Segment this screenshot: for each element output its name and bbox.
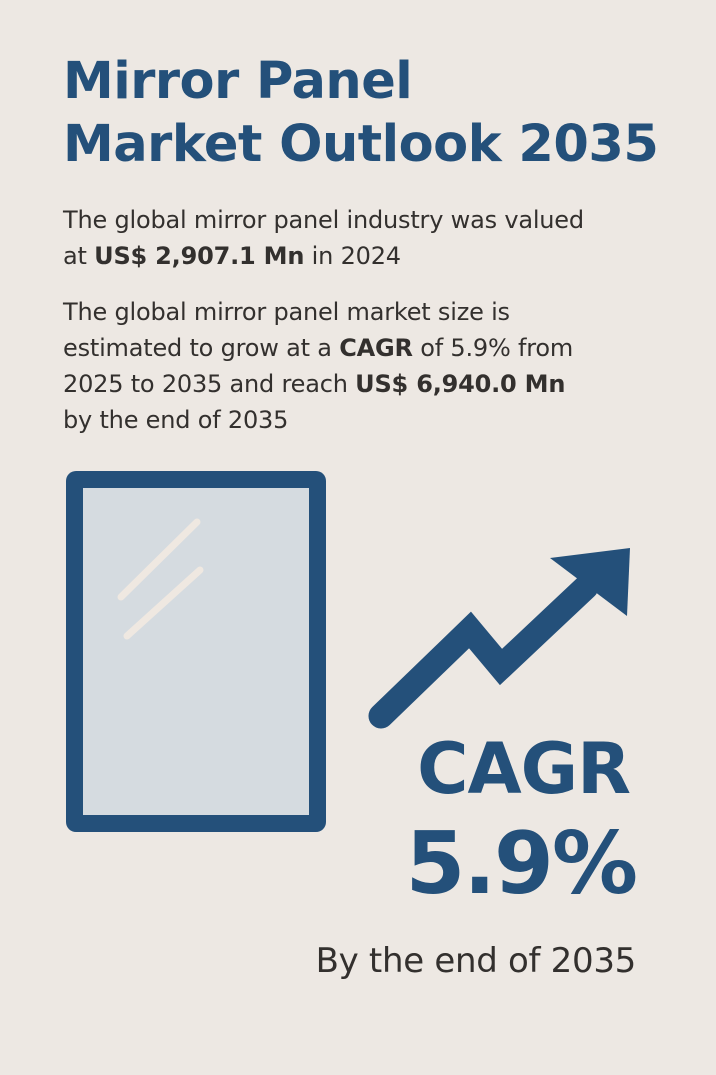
paragraph2-line-3-pre: 2025 to 2035 and reach <box>63 370 356 398</box>
trend-up-arrow-icon <box>368 548 630 729</box>
growth-forecast-paragraph: The global mirror panel market size is e… <box>63 294 663 438</box>
page-title: Mirror Panel Market Outlook 2035 <box>63 50 683 176</box>
cagr-footnote: By the end of 2035 <box>315 941 637 981</box>
arrow-head <box>550 548 630 616</box>
paragraph2-line-2-post: of 5.9% from <box>412 334 574 362</box>
cagr-label: CAGR <box>417 728 631 810</box>
cagr-word: CAGR <box>339 334 413 362</box>
mirror-glass <box>83 488 309 815</box>
cagr-value: 5.9% <box>405 814 638 914</box>
paragraph2-line-4: by the end of 2035 <box>63 406 289 434</box>
mirror-glare-1 <box>117 518 201 601</box>
paragraph2-line-2: estimated to grow at a CAGR of 5.9% from <box>63 330 663 366</box>
paragraph2-line-1: The global mirror panel market size is <box>63 298 510 326</box>
mirror-glare-2 <box>123 566 204 640</box>
paragraph2-line-3: 2025 to 2035 and reach US$ 6,940.0 Mn <box>63 366 663 402</box>
title-line-2: Market Outlook 2035 <box>63 115 659 174</box>
value-2035: US$ 6,940.0 Mn <box>355 370 566 398</box>
paragraph1-line-1: The global mirror panel industry was val… <box>63 206 584 234</box>
title-line-1: Mirror Panel <box>63 52 413 111</box>
paragraph1-line-2-pre: at <box>63 242 95 270</box>
mirror-panel-icon <box>66 471 326 832</box>
arrow-shaft <box>368 574 599 729</box>
paragraph2-line-2-pre: estimated to grow at a <box>63 334 340 362</box>
paragraph1-line-2-post: in 2024 <box>304 242 401 270</box>
market-value-2024-paragraph: The global mirror panel industry was val… <box>63 202 663 274</box>
value-2024: US$ 2,907.1 Mn <box>94 242 305 270</box>
paragraph1-line-2: at US$ 2,907.1 Mn in 2024 <box>63 238 663 274</box>
